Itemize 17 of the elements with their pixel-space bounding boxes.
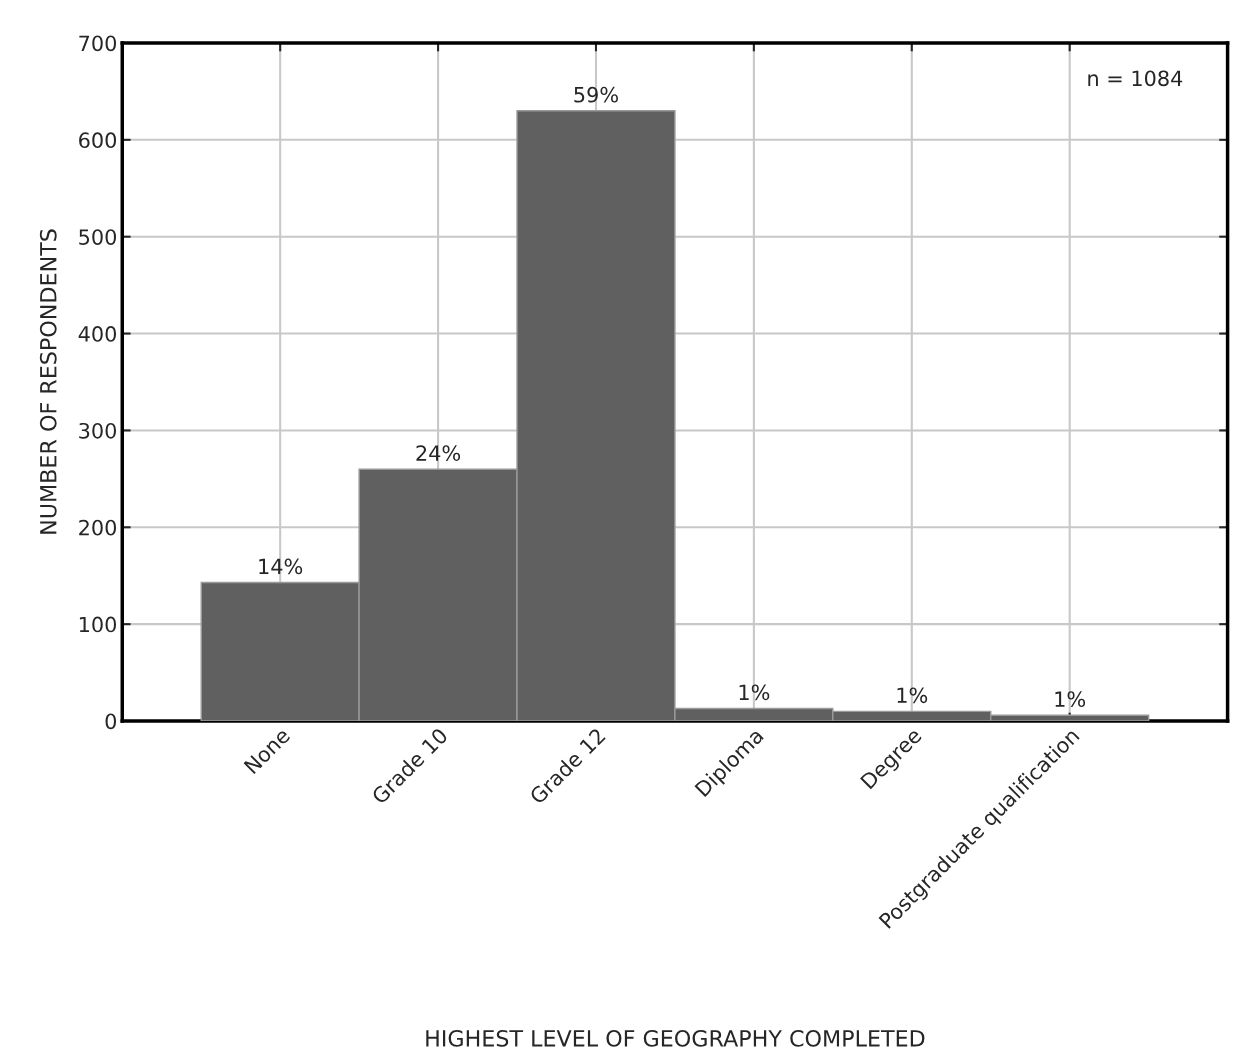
y-tick-label: 300 [79, 422, 117, 439]
y-tick-label: 0 [105, 713, 117, 730]
y-tick-label: 200 [79, 519, 117, 536]
y-tick-label: 500 [79, 229, 117, 245]
annotation: 1% [739, 684, 770, 701]
y-tick-label: 700 [79, 35, 117, 52]
annotation: 1% [1055, 691, 1086, 708]
y-tick-label: 400 [78, 326, 117, 342]
y-axis-title: NUMBER OF RESPONDENTS [39, 229, 57, 534]
annotation: n = 1084 [1088, 70, 1183, 87]
annotation: 24% [416, 445, 461, 461]
x-axis-title: HIGHEST LEVEL OF GEOGRAPHY COMPLETED [426, 1029, 925, 1047]
y-tick-label: 100 [79, 616, 117, 633]
y-tick-label: 600 [79, 132, 117, 149]
annotation: 14% [259, 558, 303, 575]
annotation: 59% [574, 86, 618, 103]
annotation: 1% [897, 687, 928, 704]
